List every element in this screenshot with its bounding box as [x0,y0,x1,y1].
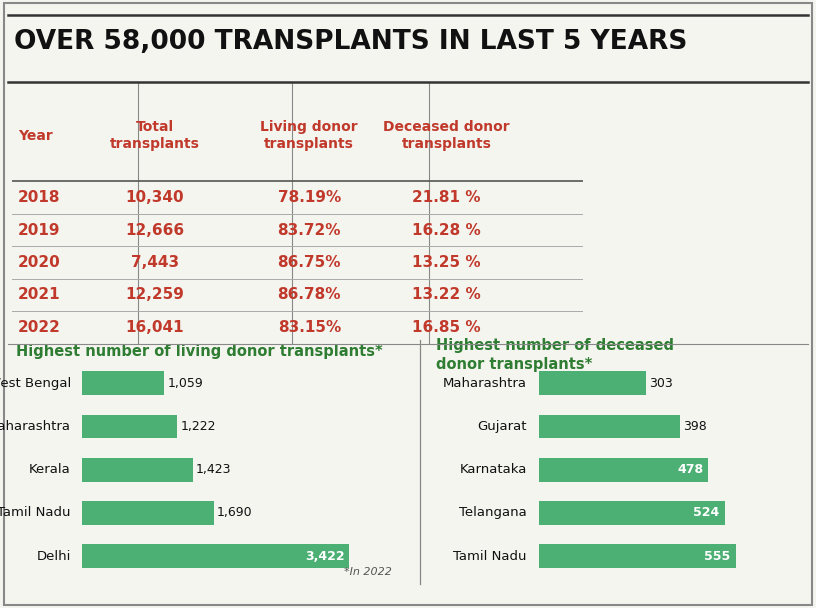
Text: 555: 555 [704,550,730,562]
Text: Maharashtra: Maharashtra [0,420,71,433]
Text: 7,443: 7,443 [131,255,179,270]
Text: Highest number of living donor transplants*: Highest number of living donor transplan… [16,344,383,359]
Text: 21.81 %: 21.81 % [412,190,481,205]
Text: 12,259: 12,259 [126,288,184,302]
Text: 1,222: 1,222 [180,420,215,433]
Text: 303: 303 [649,377,673,390]
Bar [539,458,708,482]
Text: 1,059: 1,059 [167,377,203,390]
Text: 13.22 %: 13.22 % [412,288,481,302]
Text: 2019: 2019 [18,223,60,238]
Text: 2018: 2018 [18,190,60,205]
Text: 398: 398 [683,420,707,433]
Text: 2022: 2022 [18,320,61,335]
Text: OVER 58,000 TRANSPLANTS IN LAST 5 YEARS: OVER 58,000 TRANSPLANTS IN LAST 5 YEARS [14,29,687,55]
Text: West Bengal: West Bengal [0,377,71,390]
Text: 2020: 2020 [18,255,60,270]
Bar [539,415,680,438]
Text: 86.75%: 86.75% [277,255,341,270]
Bar [82,501,214,525]
Text: Total
transplants: Total transplants [110,120,200,151]
Text: 16.85 %: 16.85 % [412,320,481,335]
Text: *In 2022: *In 2022 [344,567,392,576]
Text: 3,422: 3,422 [305,550,344,562]
Text: 1,423: 1,423 [196,463,232,476]
Text: Year: Year [18,129,53,143]
Text: Tamil Nadu: Tamil Nadu [0,506,71,519]
Bar [539,371,646,395]
Text: 86.78%: 86.78% [277,288,341,302]
Text: Tamil Nadu: Tamil Nadu [453,550,527,562]
Text: Delhi: Delhi [37,550,71,562]
Bar [82,544,349,568]
Text: 524: 524 [693,506,720,519]
Text: Gujarat: Gujarat [477,420,527,433]
Text: Highest number of deceased
donor transplants*: Highest number of deceased donor transpl… [436,338,673,372]
Text: 1,690: 1,690 [217,506,252,519]
Text: 12,666: 12,666 [126,223,184,238]
Text: Deceased donor
transplants: Deceased donor transplants [383,120,510,151]
Text: Telangana: Telangana [459,506,527,519]
Text: 16,041: 16,041 [126,320,184,335]
Text: 83.72%: 83.72% [277,223,341,238]
Bar [82,415,177,438]
Text: Karnataka: Karnataka [459,463,527,476]
Text: 78.19%: 78.19% [277,190,341,205]
Text: 478: 478 [677,463,703,476]
Bar [539,501,725,525]
Text: 13.25 %: 13.25 % [412,255,481,270]
Text: 83.15%: 83.15% [277,320,341,335]
Bar [82,371,164,395]
Bar [539,544,736,568]
Text: Maharashtra: Maharashtra [443,377,527,390]
Bar [82,458,193,482]
Text: 2021: 2021 [18,288,60,302]
Text: 16.28 %: 16.28 % [412,223,481,238]
Text: Living donor
transplants: Living donor transplants [260,120,358,151]
Text: Kerala: Kerala [29,463,71,476]
Text: 10,340: 10,340 [126,190,184,205]
